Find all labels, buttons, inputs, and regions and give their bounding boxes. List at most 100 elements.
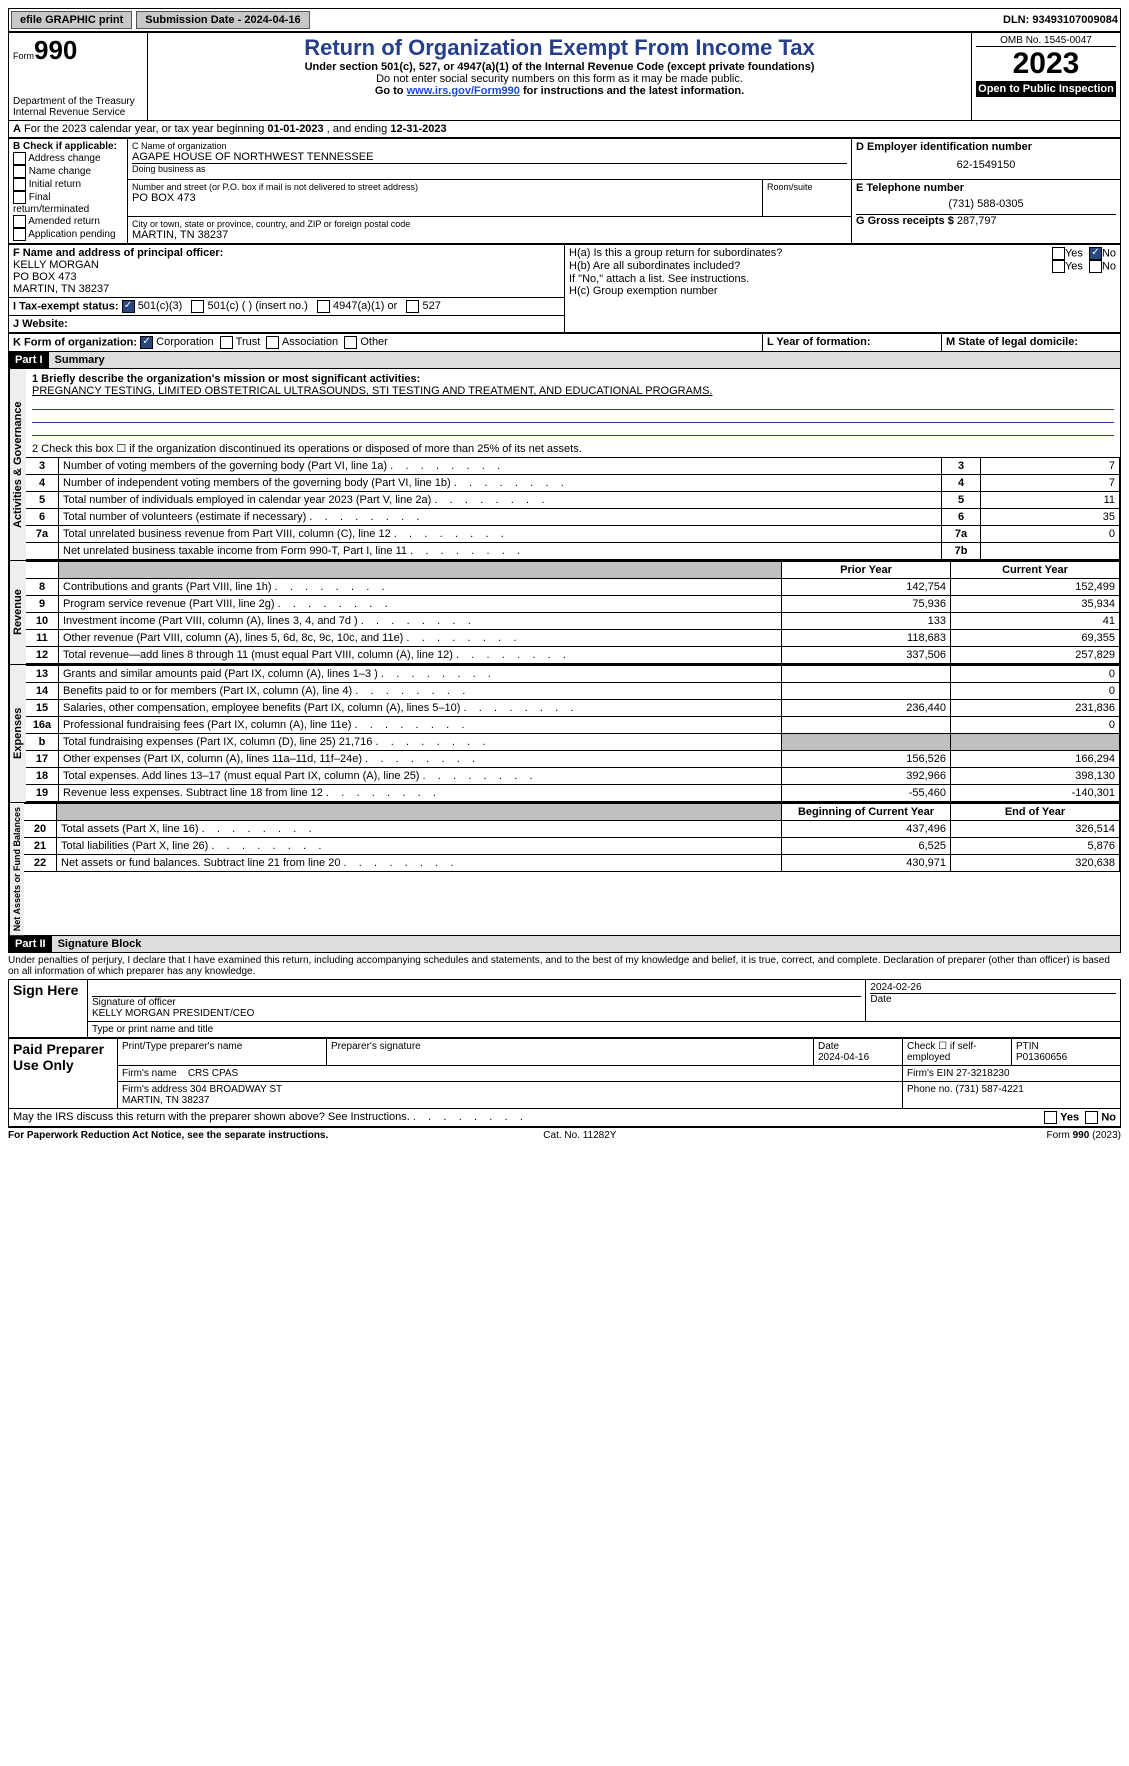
chk-assoc[interactable]: Association xyxy=(266,336,338,348)
form-title: Return of Organization Exempt From Incom… xyxy=(152,35,967,61)
lbl-corp: Corporation xyxy=(156,336,213,348)
chk-final-return[interactable]: Final return/terminated xyxy=(13,191,123,215)
firm-ein: 27-3218230 xyxy=(956,1068,1009,1079)
efile-print-button[interactable]: efile GRAPHIC print xyxy=(11,11,132,29)
officer-addr1: PO BOX 473 xyxy=(13,271,560,283)
gross-receipts-value: 287,797 xyxy=(957,215,997,227)
state-domicile-label: M State of legal domicile: xyxy=(946,336,1078,348)
sig-officer-name: KELLY MORGAN PRESIDENT/CEO xyxy=(92,1008,861,1019)
page-footer: For Paperwork Reduction Act Notice, see … xyxy=(8,1127,1121,1141)
city-label: City or town, state or province, country… xyxy=(132,219,847,229)
lbl-501c: 501(c) ( ) (insert no.) xyxy=(208,300,308,312)
discuss-yes[interactable]: Yes xyxy=(1044,1111,1079,1124)
footer-cat: Cat. No. 11282Y xyxy=(543,1130,616,1141)
paid-preparer-label: Paid Preparer Use Only xyxy=(9,1039,118,1109)
gov-table: 3Number of voting members of the governi… xyxy=(26,457,1120,560)
form-number: 990 xyxy=(34,35,77,65)
lbl-yes2: Yes xyxy=(1065,260,1083,272)
hc-label: H(c) Group exemption number xyxy=(569,285,1116,297)
ha-no[interactable]: ✓No xyxy=(1089,247,1116,260)
lbl-initial-return: Initial return xyxy=(29,179,81,190)
footer-right: Form 990 (2023) xyxy=(1047,1130,1121,1141)
org-name: AGAPE HOUSE OF NORTHWEST TENNESSEE xyxy=(132,151,847,163)
preparer-sig-label: Preparer's signature xyxy=(327,1039,814,1066)
submission-date: Submission Date - 2024-04-16 xyxy=(136,11,309,29)
org-name-label: C Name of organization xyxy=(132,141,847,151)
lbl-other: Other xyxy=(360,336,388,348)
discuss-no[interactable]: No xyxy=(1085,1111,1116,1124)
chk-amended-return[interactable]: Amended return xyxy=(13,215,123,228)
dln-label: DLN: xyxy=(1003,14,1032,26)
omb-number: OMB No. 1545-0047 xyxy=(976,35,1116,47)
officer-group-block: F Name and address of principal officer:… xyxy=(8,244,1121,333)
ein-label: D Employer identification number xyxy=(856,141,1116,153)
prep-date-label: Date xyxy=(818,1041,839,1052)
gross-receipts-label: G Gross receipts $ xyxy=(856,215,954,227)
addr-value: PO BOX 473 xyxy=(132,192,758,204)
chk-application-pending[interactable]: Application pending xyxy=(13,228,123,241)
chk-527[interactable]: 527 xyxy=(406,300,440,312)
ein-value: 62-1549150 xyxy=(856,153,1116,177)
self-employed-check[interactable]: Check ☐ if self-employed xyxy=(903,1039,1012,1066)
line2: 2 Check this box ☐ if the organization d… xyxy=(26,440,1120,457)
chk-corp[interactable]: ✓ Corporation xyxy=(140,336,214,348)
line-a-pre: For the 2023 calendar year, or tax year … xyxy=(24,123,267,135)
eoy-hdr: End of Year xyxy=(951,804,1120,821)
chk-address-change[interactable]: Address change xyxy=(13,152,123,165)
ptin-label: PTIN xyxy=(1016,1041,1039,1052)
open-inspection: Open to Public Inspection xyxy=(976,81,1116,97)
firm-addr-label: Firm's address xyxy=(122,1084,187,1095)
ha-yes[interactable]: Yes xyxy=(1052,247,1083,260)
phone-value: (731) 588-0305 xyxy=(856,194,1116,214)
officer-addr2: MARTIN, TN 38237 xyxy=(13,283,560,295)
part1-hdr: Part I xyxy=(9,352,49,368)
lbl-address-change: Address change xyxy=(28,153,100,164)
header-sub1: Under section 501(c), 527, or 4947(a)(1)… xyxy=(152,61,967,73)
dln-value: 93493107009084 xyxy=(1032,14,1118,26)
exp-table: 13Grants and similar amounts paid (Part … xyxy=(26,665,1120,802)
rev-table: Prior Year Current Year 8Contributions a… xyxy=(26,561,1120,664)
irs-link[interactable]: www.irs.gov/Form990 xyxy=(407,85,520,97)
sign-block: Sign Here Signature of officer KELLY MOR… xyxy=(8,979,1121,1038)
paid-preparer-block: Paid Preparer Use Only Print/Type prepar… xyxy=(8,1038,1121,1109)
line-a-end: 12-31-2023 xyxy=(390,123,446,135)
perjury-text: Under penalties of perjury, I declare th… xyxy=(8,953,1121,979)
box-b-title: B Check if applicable: xyxy=(13,141,123,152)
phone-label: E Telephone number xyxy=(856,182,1116,194)
chk-name-change[interactable]: Name change xyxy=(13,165,123,178)
city-value: MARTIN, TN 38237 xyxy=(132,229,847,241)
hb-note: If "No," attach a list. See instructions… xyxy=(569,273,1116,285)
chk-501c3[interactable]: ✓ 501(c)(3) xyxy=(122,300,183,312)
hb-no[interactable]: No xyxy=(1089,260,1116,273)
klm-block: K Form of organization: ✓ Corporation Tr… xyxy=(8,333,1121,352)
dln: DLN: 93493107009084 xyxy=(1003,14,1118,26)
lbl-no: No xyxy=(1102,247,1116,259)
goto-pre: Go to xyxy=(375,85,407,97)
lbl-assoc: Association xyxy=(282,336,338,348)
side-net: Net Assets or Fund Balances xyxy=(9,803,24,935)
sig-date-label: Date xyxy=(870,994,1116,1005)
form-label: Form xyxy=(13,51,34,61)
form-header: Form990 Department of the Treasury Inter… xyxy=(8,32,1121,121)
hb-yes[interactable]: Yes xyxy=(1052,260,1083,273)
lbl-trust: Trust xyxy=(236,336,261,348)
chk-other[interactable]: Other xyxy=(344,336,388,348)
tax-exempt-label: I Tax-exempt status: xyxy=(13,300,119,312)
officer-label: F Name and address of principal officer: xyxy=(13,247,560,259)
lbl-527: 527 xyxy=(422,300,440,312)
lbl-discuss-yes: Yes xyxy=(1060,1112,1079,1124)
sign-here-label: Sign Here xyxy=(9,980,88,1038)
part2-title: Signature Block xyxy=(52,936,1120,952)
firm-phone-label: Phone no. xyxy=(907,1084,953,1095)
firm-ein-label: Firm's EIN xyxy=(907,1068,953,1079)
chk-4947[interactable]: 4947(a)(1) or xyxy=(317,300,397,312)
lbl-amended-return: Amended return xyxy=(28,216,100,227)
header-sub2: Do not enter social security numbers on … xyxy=(152,73,967,85)
chk-trust[interactable]: Trust xyxy=(220,336,261,348)
chk-initial-return[interactable]: Initial return xyxy=(13,178,123,191)
py-hdr: Prior Year xyxy=(782,562,951,579)
cy-hdr: Current Year xyxy=(951,562,1120,579)
chk-501c[interactable]: 501(c) ( ) (insert no.) xyxy=(191,300,307,312)
firm-name: CRS CPAS xyxy=(188,1068,238,1079)
dba-label: Doing business as xyxy=(132,164,847,174)
